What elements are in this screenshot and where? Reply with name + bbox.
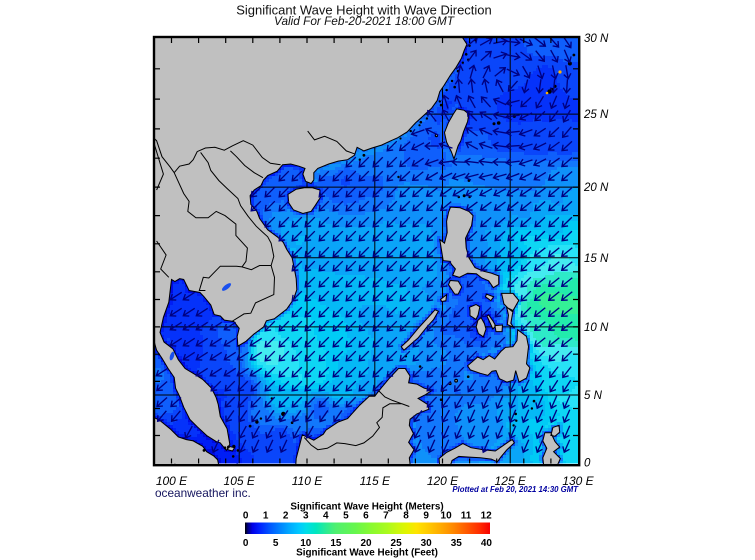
svg-text:130 E: 130 E (562, 474, 594, 488)
svg-text:2: 2 (283, 511, 289, 522)
svg-text:5: 5 (343, 511, 349, 522)
svg-text:15: 15 (330, 538, 342, 549)
svg-text:oceanweather inc.: oceanweather inc. (155, 486, 251, 500)
svg-text:1: 1 (263, 511, 269, 522)
svg-text:Plotted at Feb 20, 2021 14:30: Plotted at Feb 20, 2021 14:30 GMT (452, 485, 579, 494)
svg-text:120 E: 120 E (427, 474, 459, 488)
svg-text:30: 30 (421, 538, 433, 549)
svg-text:25 N: 25 N (583, 109, 609, 121)
svg-text:115 E: 115 E (360, 474, 391, 488)
svg-text:7: 7 (383, 511, 389, 522)
svg-text:110 E: 110 E (292, 474, 323, 488)
svg-text:100 E: 100 E (156, 474, 188, 488)
svg-text:Significant Wave Height (Meter: Significant Wave Height (Meters) (290, 502, 443, 513)
svg-text:0: 0 (584, 458, 591, 470)
svg-text:5 N: 5 N (584, 390, 603, 402)
svg-text:4: 4 (323, 511, 329, 522)
svg-text:10 N: 10 N (584, 322, 609, 334)
svg-text:12: 12 (481, 511, 493, 522)
svg-text:40: 40 (481, 538, 493, 549)
svg-text:20: 20 (360, 538, 372, 549)
svg-text:105 E: 105 E (224, 474, 256, 488)
svg-text:35: 35 (451, 538, 463, 549)
svg-text:15 N: 15 N (584, 253, 609, 265)
svg-text:125 E: 125 E (495, 474, 527, 488)
svg-text:10: 10 (441, 511, 453, 522)
svg-text:Significant Wave Height (Feet): Significant Wave Height (Feet) (296, 548, 438, 559)
svg-text:3: 3 (303, 511, 309, 522)
svg-text:10: 10 (300, 538, 312, 549)
svg-text:0: 0 (243, 538, 249, 549)
svg-text:0: 0 (243, 511, 249, 522)
svg-text:Significant Wave Height with W: Significant Wave Height with Wave Direct… (236, 3, 492, 18)
svg-text:Valid For Feb-20-2021 18:00 GM: Valid For Feb-20-2021 18:00 GMT (274, 14, 455, 28)
svg-text:25: 25 (391, 538, 403, 549)
svg-text:20 N: 20 N (583, 182, 609, 194)
svg-text:30 N: 30 N (584, 33, 609, 45)
svg-text:11: 11 (461, 511, 472, 522)
svg-text:5: 5 (273, 538, 279, 549)
svg-text:9: 9 (423, 511, 429, 522)
svg-text:8: 8 (403, 511, 409, 522)
svg-text:6: 6 (363, 511, 369, 522)
